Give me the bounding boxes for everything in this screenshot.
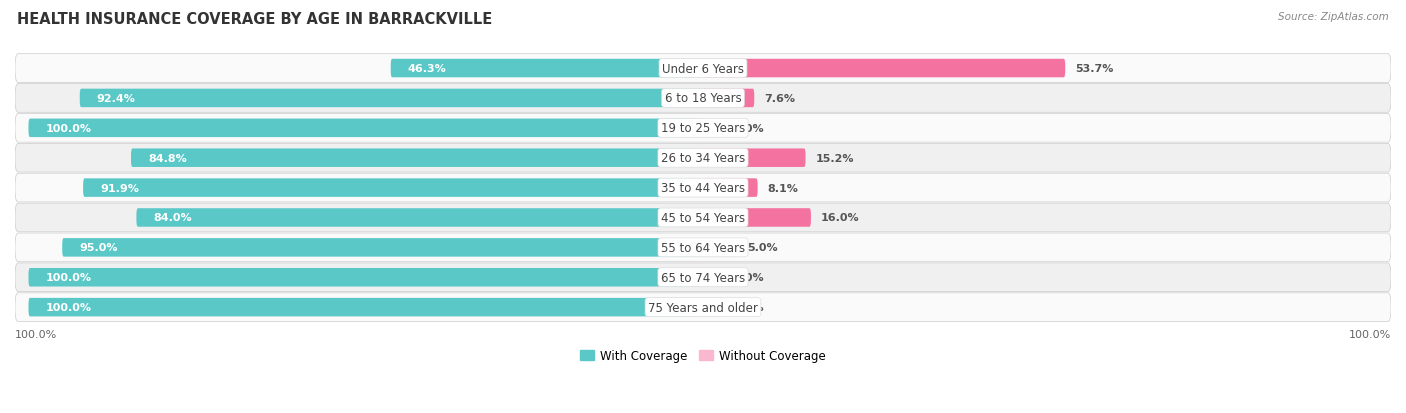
Text: 35 to 44 Years: 35 to 44 Years [661, 182, 745, 195]
Text: 46.3%: 46.3% [408, 64, 446, 74]
FancyBboxPatch shape [15, 144, 1391, 173]
FancyBboxPatch shape [703, 90, 754, 108]
FancyBboxPatch shape [15, 55, 1391, 83]
FancyBboxPatch shape [131, 149, 703, 168]
Text: 8.1%: 8.1% [768, 183, 799, 193]
Text: 100.0%: 100.0% [45, 273, 91, 282]
Text: 7.6%: 7.6% [765, 94, 796, 104]
Text: Source: ZipAtlas.com: Source: ZipAtlas.com [1278, 12, 1389, 22]
Text: 5.0%: 5.0% [747, 243, 778, 253]
Text: 55 to 64 Years: 55 to 64 Years [661, 241, 745, 254]
FancyBboxPatch shape [28, 298, 703, 317]
Text: 100.0%: 100.0% [45, 302, 91, 312]
FancyBboxPatch shape [703, 179, 758, 197]
FancyBboxPatch shape [15, 84, 1391, 113]
FancyBboxPatch shape [703, 149, 806, 168]
Text: 84.0%: 84.0% [153, 213, 191, 223]
FancyBboxPatch shape [391, 59, 703, 78]
Text: 0.0%: 0.0% [734, 273, 763, 282]
Text: 100.0%: 100.0% [45, 123, 91, 133]
FancyBboxPatch shape [62, 239, 703, 257]
Text: 100.0%: 100.0% [1348, 329, 1391, 339]
FancyBboxPatch shape [703, 298, 723, 317]
FancyBboxPatch shape [15, 114, 1391, 143]
Text: HEALTH INSURANCE COVERAGE BY AGE IN BARRACKVILLE: HEALTH INSURANCE COVERAGE BY AGE IN BARR… [17, 12, 492, 27]
FancyBboxPatch shape [703, 209, 811, 227]
FancyBboxPatch shape [15, 293, 1391, 322]
Text: 15.2%: 15.2% [815, 153, 853, 163]
Legend: With Coverage, Without Coverage: With Coverage, Without Coverage [575, 345, 831, 367]
FancyBboxPatch shape [80, 90, 703, 108]
Text: 95.0%: 95.0% [79, 243, 118, 253]
Text: 45 to 54 Years: 45 to 54 Years [661, 211, 745, 224]
Text: 0.0%: 0.0% [734, 302, 763, 312]
FancyBboxPatch shape [15, 174, 1391, 202]
Text: 26 to 34 Years: 26 to 34 Years [661, 152, 745, 165]
FancyBboxPatch shape [15, 204, 1391, 232]
Text: 100.0%: 100.0% [15, 329, 58, 339]
FancyBboxPatch shape [28, 119, 703, 138]
Text: 6 to 18 Years: 6 to 18 Years [665, 92, 741, 105]
FancyBboxPatch shape [15, 233, 1391, 262]
Text: 65 to 74 Years: 65 to 74 Years [661, 271, 745, 284]
Text: 92.4%: 92.4% [97, 94, 135, 104]
FancyBboxPatch shape [136, 209, 703, 227]
FancyBboxPatch shape [83, 179, 703, 197]
Text: 19 to 25 Years: 19 to 25 Years [661, 122, 745, 135]
Text: 91.9%: 91.9% [100, 183, 139, 193]
FancyBboxPatch shape [703, 59, 1066, 78]
FancyBboxPatch shape [703, 268, 723, 287]
FancyBboxPatch shape [15, 263, 1391, 292]
Text: 75 Years and older: 75 Years and older [648, 301, 758, 314]
FancyBboxPatch shape [703, 119, 723, 138]
Text: 53.7%: 53.7% [1076, 64, 1114, 74]
Text: Under 6 Years: Under 6 Years [662, 62, 744, 75]
FancyBboxPatch shape [703, 239, 737, 257]
FancyBboxPatch shape [28, 268, 703, 287]
Text: 16.0%: 16.0% [821, 213, 859, 223]
Text: 0.0%: 0.0% [734, 123, 763, 133]
Text: 84.8%: 84.8% [148, 153, 187, 163]
